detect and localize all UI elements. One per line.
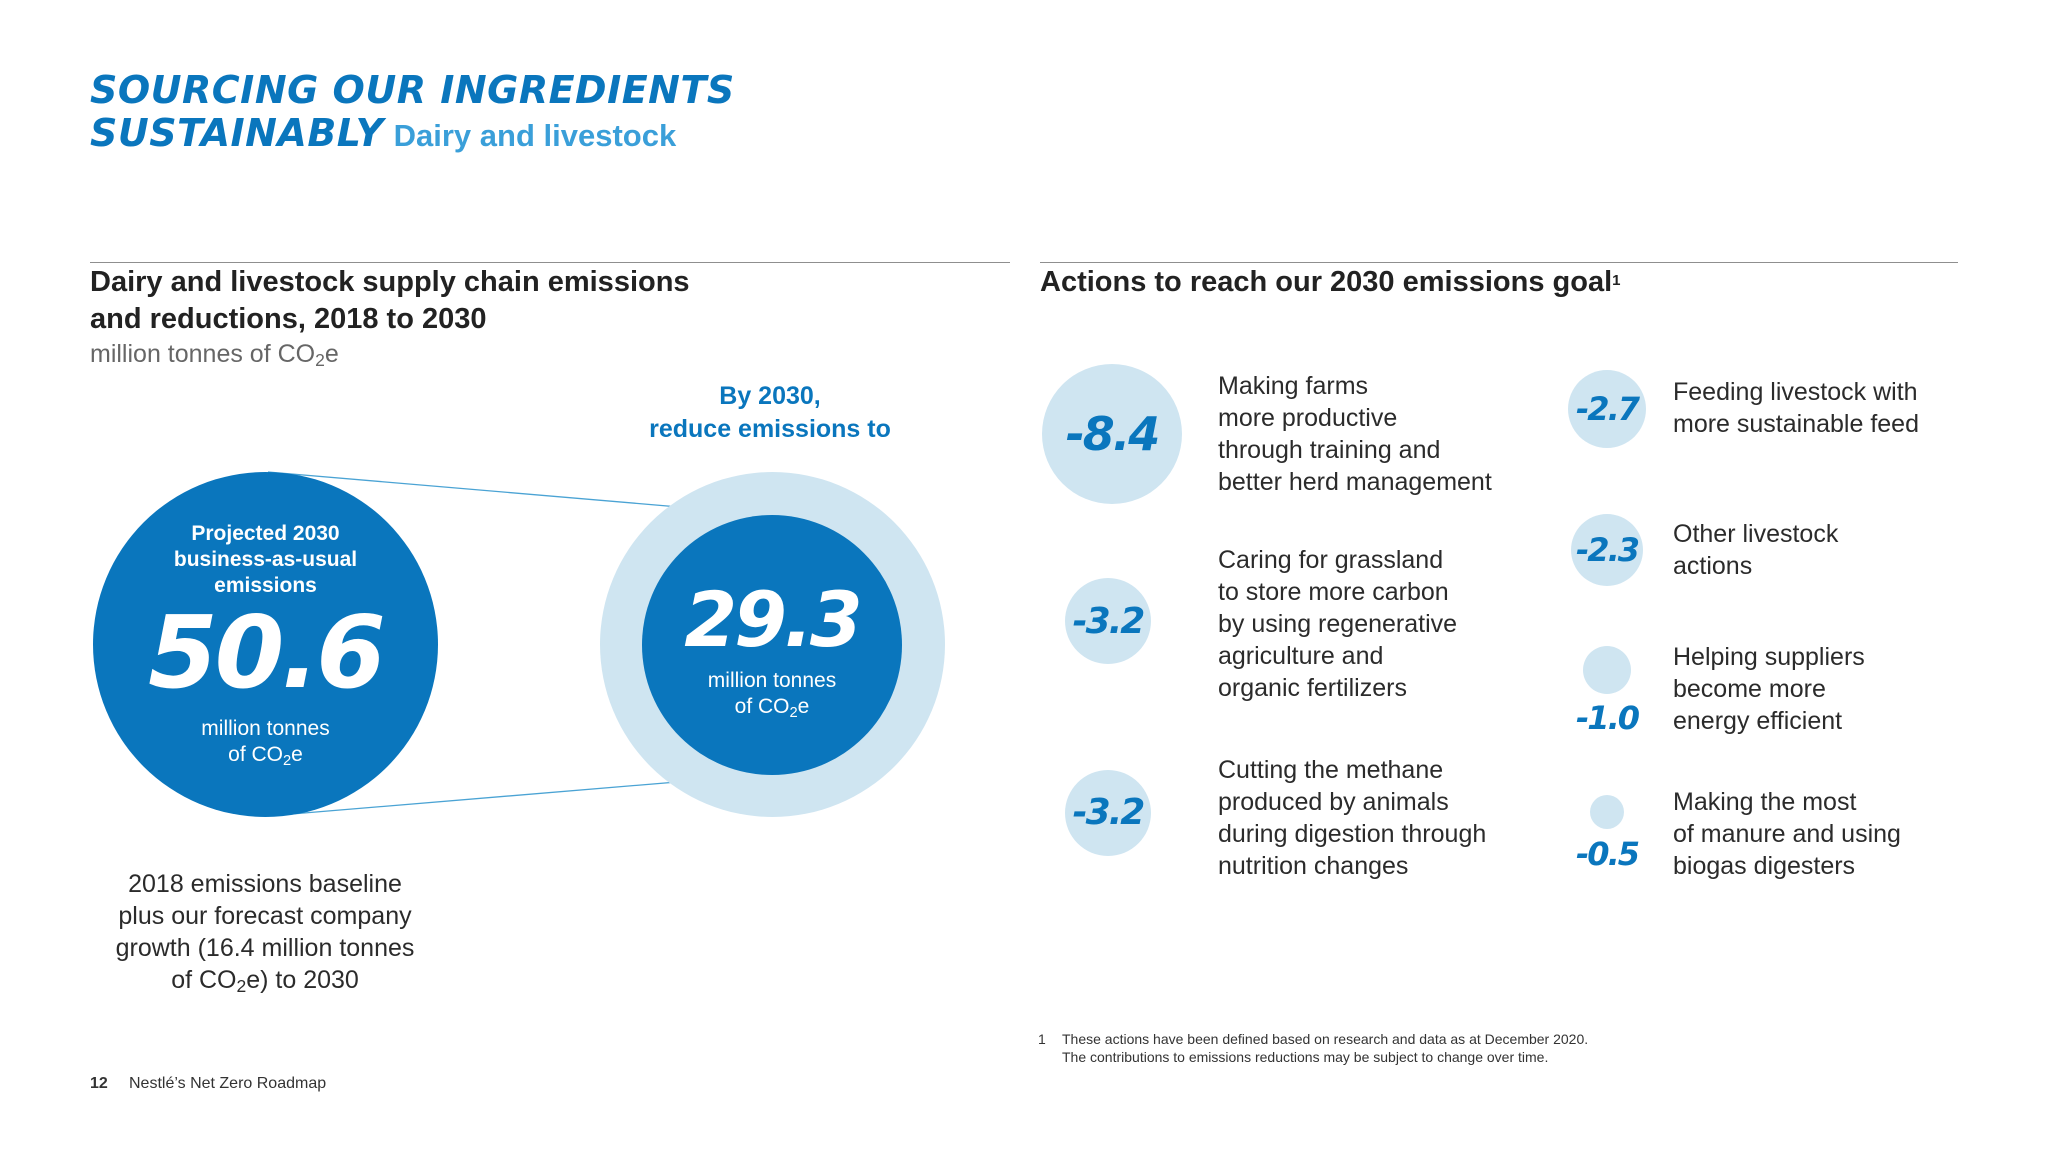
page-title-text: SOURCING OUR INGREDIENTS [90,68,735,112]
projected-label: Projected 2030 business-as-usual emissio… [93,521,438,599]
action-line: during digestion through [1218,820,1487,848]
action-line: more sustainable feed [1673,410,1919,438]
action-value: -3.2 [1072,601,1146,642]
action-value: -1.0 [1576,699,1640,737]
action-description: Making farms more productive through tra… [1218,370,1492,498]
footnote-line: These actions have been defined based on… [1062,1031,1589,1047]
action-description: Caring for grassland to store more carbo… [1218,544,1457,704]
page-title-line1: SOURCING OUR INGREDIENTS [90,68,735,112]
action-line: Making the most [1673,788,1857,816]
unit-text: of CO [228,743,283,766]
action-bubble [1583,646,1631,694]
action-line: Making farms [1218,372,1369,400]
action-line: biogas digesters [1673,852,1856,880]
unit-text: e [291,743,303,766]
baseline-note-line: plus our forecast company [118,902,412,930]
action-value: -2.3 [1576,531,1640,569]
action-description: Cutting the methane produced by animals … [1218,754,1486,882]
projected-value: 50.6 [148,594,386,711]
action-line: of manure and using [1673,820,1901,848]
right-divider [1040,262,1958,263]
projected-unit-line: million tonnes [201,717,330,740]
action-value: -0.5 [1576,835,1640,873]
action-line: agriculture and [1218,642,1384,670]
action-description: Making the most of manure and using biog… [1673,786,1901,882]
unit-text: e [797,695,810,718]
action-line: Feeding livestock with [1673,378,1918,406]
action-line: actions [1673,552,1753,580]
footnote-line: The contributions to emissions reduction… [1062,1049,1549,1065]
actions-title-text: Actions to reach our 2030 emissions goal [1040,266,1613,298]
action-line: Cutting the methane [1218,756,1444,784]
action-line: more productive [1218,404,1398,432]
left-section-title-line: and reductions, 2018 to 2030 [90,303,487,335]
action-description: Feeding livestock with more sustainable … [1673,376,1919,440]
projected-emissions-circle [93,472,438,817]
target-unit-line: million tonnes [707,669,837,692]
action-bubble [1042,364,1182,504]
action-line: by using regenerative [1218,610,1458,638]
action-bubble [1065,578,1151,664]
baseline-note-line: of CO2e) to 2030 [90,964,440,998]
unit-text: e [324,340,339,368]
projected-label-line: emissions [214,574,317,597]
footer-doc-title: Nestlé’s Net Zero Roadmap [129,1075,327,1092]
baseline-note-line: 2018 emissions baseline [128,870,402,898]
action-line: Caring for grassland [1218,546,1444,574]
target-heading: By 2030, reduce emissions to [620,380,920,446]
page-title-text: SUSTAINABLY [90,111,384,155]
footnote-marker: 1 [1612,272,1621,289]
action-line: Other livestock [1673,520,1839,548]
projected-unit-line: of CO2e [93,742,438,770]
baseline-note: 2018 emissions baseline plus our forecas… [90,868,440,998]
action-bubble [1590,795,1624,829]
action-description: Other livestock actions [1673,518,1838,582]
unit-subscript: 2 [283,752,292,769]
target-heading-line: reduce emissions to [649,415,891,443]
actions-section-title: Actions to reach our 2030 emissions goal… [1040,264,1940,301]
target-unit-line: of CO2e [642,694,902,722]
action-line: to store more carbon [1218,578,1449,606]
unit-text: million tonnes of CO [90,340,316,368]
baseline-note-line: growth (16.4 million tonnes [115,934,415,962]
projected-label-line: Projected 2030 [191,522,340,545]
note-text: of CO [171,966,237,994]
target-inner-circle [642,515,902,775]
projected-label-line: business-as-usual [173,548,358,571]
action-line: produced by animals [1218,788,1449,816]
action-value: -2.7 [1576,390,1640,428]
footnote-text: These actions have been defined based on… [1062,1030,1962,1066]
left-section-title: Dairy and livestock supply chain emissio… [90,264,990,338]
target-heading-line: By 2030, [719,382,821,410]
action-line: better herd management [1218,468,1492,496]
action-value: -8.4 [1065,407,1161,461]
left-unit-label: million tonnes of CO2e [90,340,339,371]
note-subscript: 2 [236,976,247,997]
footnote-number: 1 [1038,1031,1046,1047]
action-line: energy efficient [1673,707,1843,735]
note-text: e) to 2030 [246,966,359,994]
page-subtitle: Dairy and livestock [393,118,677,153]
action-description: Helping suppliers become more energy eff… [1673,641,1865,737]
left-divider [90,262,1010,263]
action-line: become more [1673,675,1826,703]
page-number: 12 [90,1075,108,1092]
unit-subscript: 2 [315,350,325,371]
action-value: -3.2 [1072,792,1146,833]
target-unit: million tonnes of CO2e [642,668,902,722]
action-bubble [1065,770,1151,856]
action-line: through training and [1218,436,1441,464]
page-title-line2: SUSTAINABLY Dairy and livestock [90,111,676,158]
unit-text: of CO [734,695,790,718]
left-section-title-line: Dairy and livestock supply chain emissio… [90,266,690,298]
projected-unit: million tonnes of CO2e [93,716,438,770]
action-line: nutrition changes [1218,852,1409,880]
action-line: Helping suppliers [1673,643,1865,671]
unit-subscript: 2 [789,704,798,721]
action-bubble [1571,514,1643,586]
action-bubble [1568,370,1646,448]
target-value: 29.3 [684,575,863,664]
action-line: organic fertilizers [1218,674,1407,702]
